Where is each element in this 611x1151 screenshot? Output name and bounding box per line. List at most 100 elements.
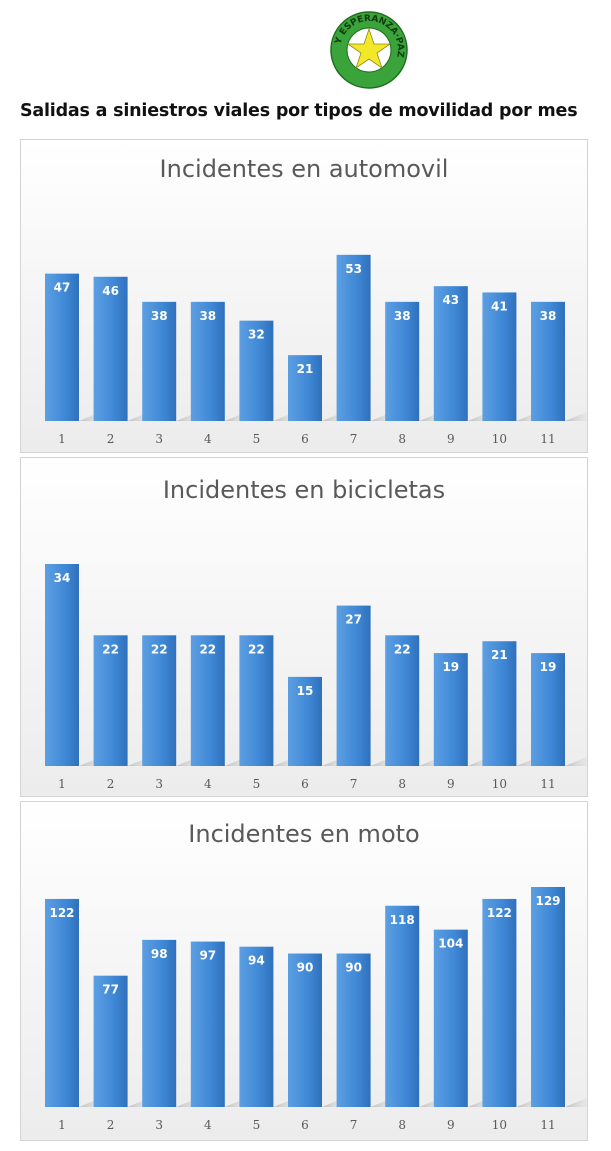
- bar-shadow: [565, 1097, 587, 1107]
- bar-moto-3: [142, 939, 177, 1107]
- data-label-automovil-9: 43: [442, 293, 459, 307]
- data-label-automovil-4: 38: [199, 309, 216, 323]
- data-label-bicicletas-2: 22: [102, 642, 119, 656]
- bar-bicicletas-3: [142, 635, 177, 766]
- bar-moto-5: [239, 946, 274, 1107]
- chart-panel-bicicletas: Incidentes en bicicletas 34 1 22 2 22 3 22 4 22 5 1…: [20, 457, 588, 797]
- tick-label-automovil-1: 1: [58, 432, 66, 446]
- tick-label-automovil-10: 10: [492, 432, 507, 446]
- tick-label-moto-8: 8: [398, 1118, 406, 1132]
- bar-bicicletas-7: [336, 605, 371, 766]
- bar-moto-9: [433, 929, 468, 1107]
- bar-moto-7: [336, 953, 371, 1107]
- bar-automovil-1: [45, 273, 79, 421]
- data-label-automovil-8: 38: [394, 309, 411, 323]
- tick-label-automovil-7: 7: [350, 432, 358, 446]
- tick-label-bicicletas-1: 1: [58, 777, 66, 791]
- tick-label-moto-3: 3: [155, 1118, 163, 1132]
- tick-label-bicicletas-4: 4: [204, 777, 212, 791]
- data-label-bicicletas-4: 22: [199, 642, 216, 656]
- chart-panel-moto: Incidentes en moto 122 1 77 2 98 3 97 4 94 5 90 6 90 7…: [20, 801, 588, 1141]
- data-label-bicicletas-5: 22: [248, 642, 265, 656]
- bar-moto-10: [482, 898, 517, 1107]
- data-label-automovil-5: 32: [248, 328, 265, 342]
- bar-shadow: [565, 411, 587, 421]
- bar-bicicletas-11: [531, 653, 565, 766]
- chart-bicicletas: Incidentes en bicicletas3412222232242251…: [45, 476, 587, 791]
- data-label-bicicletas-8: 22: [394, 642, 411, 656]
- bar-automovil-8: [385, 301, 420, 421]
- tick-label-moto-7: 7: [350, 1118, 358, 1132]
- bar-automovil-3: [142, 301, 177, 421]
- bar-automovil-11: [531, 301, 565, 421]
- data-label-moto-6: 90: [297, 961, 314, 975]
- logo-paz-esperanza: Y ESPERANZA·PAZ: [330, 11, 408, 89]
- tick-label-automovil-3: 3: [155, 432, 163, 446]
- bar-bicicletas-1: [45, 564, 79, 766]
- tick-label-automovil-6: 6: [301, 432, 309, 446]
- tick-label-automovil-4: 4: [204, 432, 212, 446]
- data-label-automovil-1: 47: [54, 281, 71, 295]
- page-heading: Salidas a siniestros viales por tipos de…: [20, 101, 578, 121]
- bar-automovil-4: [190, 301, 225, 421]
- data-label-moto-10: 122: [487, 906, 512, 920]
- data-label-moto-7: 90: [345, 961, 362, 975]
- tick-label-bicicletas-7: 7: [350, 777, 358, 791]
- tick-label-bicicletas-2: 2: [107, 777, 115, 791]
- data-label-bicicletas-10: 21: [491, 648, 508, 662]
- data-label-moto-1: 122: [49, 906, 74, 920]
- tick-label-moto-2: 2: [107, 1118, 115, 1132]
- tick-label-automovil-8: 8: [398, 432, 406, 446]
- bar-automovil-7: [336, 254, 371, 421]
- tick-label-bicicletas-10: 10: [492, 777, 507, 791]
- tick-label-moto-6: 6: [301, 1118, 309, 1132]
- bar-automovil-2: [93, 276, 128, 421]
- data-label-moto-11: 129: [535, 894, 560, 908]
- tick-label-bicicletas-5: 5: [253, 777, 261, 791]
- data-label-moto-8: 118: [390, 913, 415, 927]
- bar-moto-11: [531, 887, 565, 1107]
- bar-bicicletas-9: [433, 653, 468, 766]
- data-label-automovil-6: 21: [297, 362, 314, 376]
- tick-label-automovil-5: 5: [253, 432, 261, 446]
- chart-title-moto: Incidentes en moto: [188, 820, 419, 848]
- tick-label-moto-1: 1: [58, 1118, 66, 1132]
- star-icon: [346, 27, 392, 70]
- data-label-bicicletas-7: 27: [345, 613, 362, 627]
- data-label-automovil-11: 38: [540, 309, 557, 323]
- data-label-bicicletas-11: 19: [540, 660, 557, 674]
- tick-label-moto-5: 5: [253, 1118, 261, 1132]
- tick-label-bicicletas-3: 3: [155, 777, 163, 791]
- chart-automovil: Incidentes en automovil 47 1 46 2 38 3 38 4 32 5 21…: [45, 155, 587, 446]
- tick-label-automovil-9: 9: [447, 432, 455, 446]
- data-label-automovil-2: 46: [102, 284, 119, 298]
- tick-label-bicicletas-11: 11: [540, 777, 555, 791]
- bar-shadow: [565, 756, 587, 766]
- tick-label-bicicletas-6: 6: [301, 777, 309, 791]
- data-label-bicicletas-6: 15: [297, 684, 314, 698]
- tick-label-automovil-11: 11: [540, 432, 555, 446]
- data-label-moto-3: 98: [151, 947, 168, 961]
- bar-bicicletas-5: [239, 635, 274, 766]
- bar-bicicletas-10: [482, 641, 517, 766]
- data-label-moto-2: 77: [102, 983, 119, 997]
- bar-moto-6: [288, 953, 322, 1107]
- bar-moto-2: [93, 975, 128, 1107]
- tick-label-moto-10: 10: [492, 1118, 507, 1132]
- bar-bicicletas-2: [93, 635, 128, 766]
- tick-label-bicicletas-8: 8: [398, 777, 406, 791]
- bar-automovil-6: [288, 355, 322, 421]
- data-label-bicicletas-1: 34: [54, 571, 71, 585]
- bar-moto-8: [385, 905, 420, 1107]
- tick-label-bicicletas-9: 9: [447, 777, 455, 791]
- data-label-automovil-7: 53: [345, 262, 362, 276]
- data-label-bicicletas-3: 22: [151, 642, 168, 656]
- tick-label-moto-11: 11: [540, 1118, 555, 1132]
- bar-bicicletas-4: [190, 635, 225, 766]
- data-label-moto-4: 97: [199, 949, 216, 963]
- bar-moto-1: [45, 898, 79, 1107]
- tick-label-automovil-2: 2: [107, 432, 115, 446]
- chart-title-automovil: Incidentes en automovil: [160, 155, 449, 183]
- bar-bicicletas-6: [288, 676, 322, 766]
- chart-title-bicicletas: Incidentes en bicicletas: [163, 476, 445, 504]
